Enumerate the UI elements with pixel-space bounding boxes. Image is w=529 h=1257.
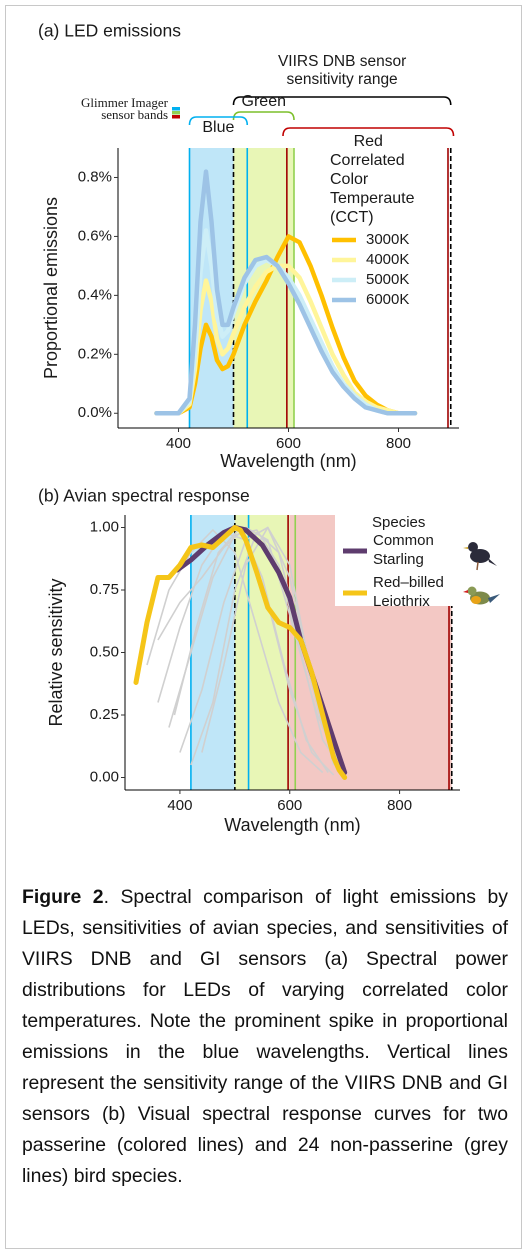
x-axis-label: Wavelength (nm) [224,815,360,835]
bracket-label: Red [354,133,383,150]
y-tick-label: 0.6% [78,227,112,244]
icon-part [468,542,478,552]
y-tick-label: 0.8% [78,168,112,185]
icon-part [468,587,477,596]
sensor-band-icon [172,115,180,119]
figure: 0.0% 0.2% 0.4% 0.6% 0.8% 400 600 800 (a) LED emi… [0,0,529,872]
x-tick-label: 600 [276,435,301,452]
bracket-label: Green [242,93,286,110]
y-tick-label: 0.2% [78,345,112,362]
icon-part [463,590,468,593]
chart-title: (b) Avian spectral response [38,486,250,506]
y-tick-label: 0.50 [90,643,119,660]
icon-part [463,547,468,549]
icon-part [471,596,481,604]
chart-title: (a) LED emissions [38,21,181,41]
caption-text: . Spectral comparison of light emissions… [22,886,508,1187]
x-axis-label: Wavelength (nm) [220,451,356,471]
starling-icon [463,542,497,570]
caption-label: Figure 2 [22,886,104,908]
legend-label: 3000K [366,231,409,248]
legend-label: 6000K [366,291,409,308]
legend-label: 4000K [366,251,409,268]
bracket-label: Blue [202,119,234,136]
x-tick-label: 400 [167,797,192,814]
x-tick-label: 400 [166,435,191,452]
y-tick-label: 0.75 [90,581,119,598]
x-tick-label: 600 [277,797,302,814]
y-tick-label: 0.25 [90,706,119,723]
leiothrix-icon [463,587,500,605]
y-tick-label: 0.4% [78,286,112,303]
icon-part [488,558,497,566]
y-axis-label: Relative sensitivity [46,578,66,726]
icon-part [477,562,478,570]
bracket [234,112,295,120]
y-tick-label: 0.0% [78,404,112,421]
y-axis-label: Proportional emissions [41,197,61,379]
x-tick-label: 800 [387,797,412,814]
page: {"chart_data": [ {"type": "line", "title… [0,0,529,1257]
legend-label: 5000K [366,271,409,288]
shaded-band [235,515,295,790]
y-tick-label: 0.00 [90,768,119,785]
x-tick-label: 800 [386,435,411,452]
y-tick-label: 1.00 [90,518,119,535]
icon-part [488,594,500,603]
legend-title: Species [372,514,425,531]
caption: Figure 2. Spectral comparison of light e… [22,882,508,1192]
sensor-band-icon [172,107,180,111]
sensor-band-icon [172,111,180,115]
